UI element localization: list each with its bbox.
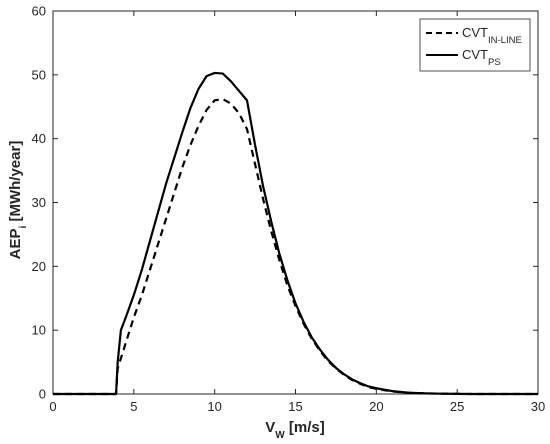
y-tick-label: 40 — [32, 131, 46, 146]
y-tick-label: 60 — [32, 4, 46, 19]
x-tick-label: 20 — [369, 399, 383, 414]
legend-label-ps: CVTPS — [462, 47, 501, 68]
y-tick-label: 10 — [32, 323, 46, 338]
legend-label-in-line: CVTIN-LINE — [462, 25, 522, 46]
legend: CVTIN-LINE CVTPS — [419, 18, 531, 72]
x-tick-label: 0 — [49, 399, 56, 414]
x-tick-label: 10 — [207, 399, 221, 414]
x-axis-title: VW [m/s] — [265, 419, 324, 441]
x-tick-label: 15 — [288, 399, 302, 414]
x-tick-label: 30 — [531, 399, 545, 414]
y-axis-title: AEPi [MWh/year] — [7, 141, 29, 260]
legend-box — [419, 18, 531, 72]
series-line-cvt-ps — [53, 71, 538, 396]
y-tick-label: 50 — [32, 67, 46, 82]
series-line-cvt-in-line — [53, 97, 538, 396]
series-lines — [53, 71, 538, 396]
x-tick-label: 25 — [450, 399, 464, 414]
y-tick-label: 0 — [39, 387, 46, 402]
y-tick-label: 30 — [32, 195, 46, 210]
tick-labels: 0 5 10 15 20 25 30 0 10 20 30 40 50 60 — [32, 4, 546, 415]
y-tick-label: 20 — [32, 259, 46, 274]
x-tick-label: 5 — [130, 399, 137, 414]
